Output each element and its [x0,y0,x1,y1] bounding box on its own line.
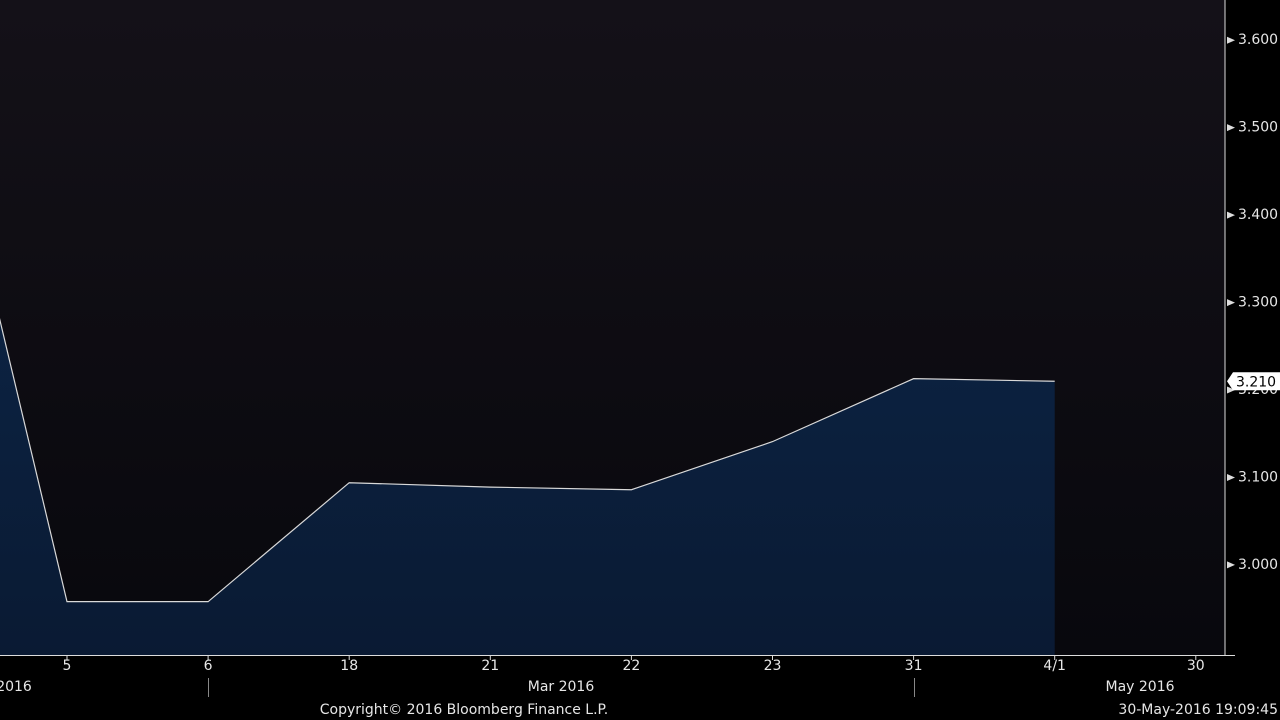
x-tick-label: 22 [622,658,640,674]
y-tick-label: 3.000 [1238,557,1278,573]
y-tick [1227,36,1235,44]
line [0,317,1055,603]
y-tick [1227,211,1235,219]
y-tick [1227,386,1235,394]
y-tick [1227,473,1235,481]
y-tick-label: 3.100 [1238,469,1278,485]
last-value-box [1227,372,1280,391]
period-label: May 2016 [1105,679,1174,695]
y-tick-label: 3.400 [1238,207,1278,223]
x-tick-label: 5 [63,658,72,674]
timestamp: 30-May-2016 19:09:45 [1118,702,1278,718]
x-tick-label: 6 [204,658,213,674]
last-value-label: 3.210 [1236,374,1276,390]
area [0,320,1055,655]
plot [0,317,1055,655]
period-label: 2016 [0,679,32,695]
x-tick-label: 30 [1187,658,1205,674]
y-tick-label: 3.600 [1238,32,1278,48]
period-label: Mar 2016 [528,679,595,695]
x-tick-label: 21 [481,658,499,674]
y-tick [1227,561,1235,569]
x-tick-label: 18 [340,658,358,674]
x-tick-label: 23 [764,658,782,674]
x-tick-label: 31 [905,658,923,674]
y-tick [1227,124,1235,132]
y-tick-label: 3.300 [1238,295,1278,311]
y-tick [1227,299,1235,307]
x-tick-label: 4/1 [1043,658,1066,674]
copyright: Copyright© 2016 Bloomberg Finance L.P. [320,702,609,718]
y-tick-label: 3.500 [1238,120,1278,136]
